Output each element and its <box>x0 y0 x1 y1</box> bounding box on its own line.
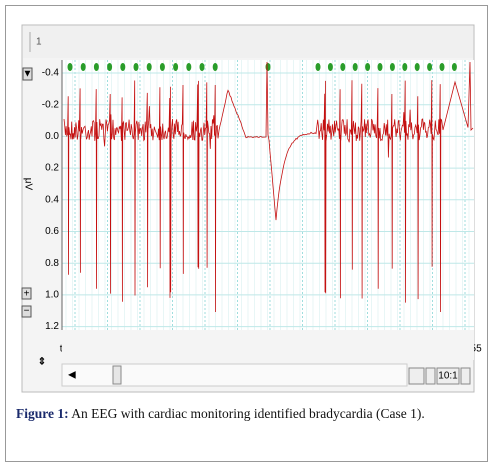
event-marker <box>451 63 457 71</box>
zoom-out[interactable] <box>21 305 32 318</box>
scroll-button[interactable] <box>22 67 33 81</box>
y-tick-label: 0.4 <box>45 194 59 205</box>
tool-button[interactable] <box>460 367 471 385</box>
zoom-label: 10:1 <box>438 371 458 382</box>
x-axis-band <box>62 330 474 360</box>
event-marker <box>186 63 192 71</box>
event-marker <box>340 63 346 71</box>
event-marker <box>365 63 371 71</box>
event-marker <box>107 63 113 71</box>
caption-text: An EEG with cardiac monitoring identifie… <box>71 406 425 421</box>
event-marker <box>352 63 358 71</box>
event-marker <box>80 63 86 71</box>
icon: − <box>24 306 30 317</box>
zoom-in[interactable] <box>21 287 32 300</box>
screenshot: 1 -0.4-0.20.00.20.40.60.81.01.2t:14:256:… <box>21 24 482 393</box>
icon: ◀ <box>68 370 76 381</box>
event-marker <box>414 63 420 71</box>
scroll-thumb[interactable] <box>112 365 122 385</box>
event-marker <box>133 63 139 71</box>
y-tick-label: 1.2 <box>45 321 59 332</box>
tool-button[interactable] <box>425 367 436 385</box>
event-marker <box>159 63 165 71</box>
event-marker <box>439 63 445 71</box>
event-marker <box>199 63 205 71</box>
event-marker <box>327 63 333 71</box>
caption-label: Figure 1: <box>16 406 69 421</box>
y-unit: μV <box>22 178 33 191</box>
event-marker <box>265 63 271 71</box>
y-tick-label: 0.2 <box>45 163 59 174</box>
event-marker <box>173 63 179 71</box>
y-tick-label: -0.2 <box>42 99 60 110</box>
y-tick-label: 0.8 <box>45 258 59 269</box>
event-marker <box>402 63 408 71</box>
event-marker <box>377 63 383 71</box>
toolbar-label: 1 <box>36 37 42 48</box>
scrollbar[interactable] <box>61 363 408 387</box>
event-marker <box>315 63 321 71</box>
event-marker <box>146 63 152 71</box>
y-tick-label: -0.4 <box>42 68 60 79</box>
tool-button[interactable] <box>408 367 425 385</box>
eeg-trace <box>63 61 474 313</box>
frame <box>5 5 488 462</box>
y-tick-label: 0.6 <box>45 226 59 237</box>
icon: ▼ <box>23 69 33 80</box>
event-marker <box>120 63 126 71</box>
caption: Figure 1: An EEG with cardiac monitoring… <box>16 404 481 423</box>
plot-area <box>62 60 474 330</box>
icon: + <box>24 289 30 300</box>
y-tick-label: 0.0 <box>45 131 59 142</box>
cursor-icon[interactable]: ⇕ <box>38 357 46 368</box>
toolbar <box>23 26 473 58</box>
event-marker <box>212 63 218 71</box>
event-marker <box>67 63 73 71</box>
event-marker <box>389 63 395 71</box>
event-marker <box>427 63 433 71</box>
y-tick-label: 1.0 <box>45 290 59 301</box>
event-marker <box>93 63 99 71</box>
zoom-button[interactable] <box>436 367 460 385</box>
